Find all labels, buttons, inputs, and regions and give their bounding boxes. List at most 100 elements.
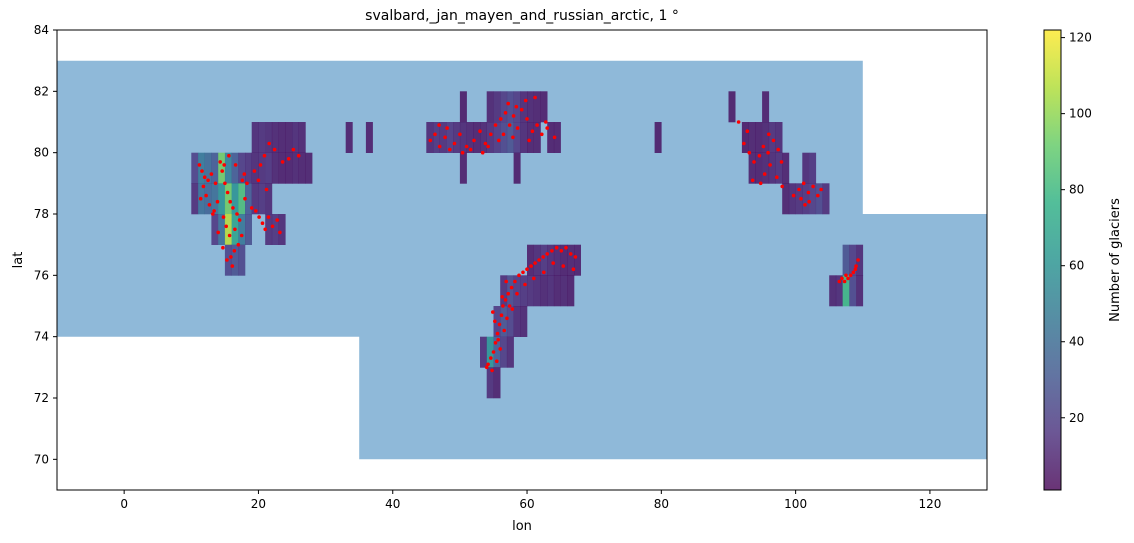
glacier-point bbox=[489, 356, 493, 360]
heatmap-cell bbox=[466, 122, 474, 153]
x-tick-label: 120 bbox=[918, 497, 941, 511]
glacier-point bbox=[489, 132, 493, 137]
glacier-point bbox=[215, 199, 220, 204]
glacier-point bbox=[211, 212, 215, 216]
glacier-point bbox=[428, 138, 433, 143]
glacier-point bbox=[272, 147, 277, 152]
glacier-point bbox=[497, 138, 501, 143]
y-tick-label: 78 bbox=[34, 207, 49, 221]
glacier-point bbox=[762, 172, 767, 176]
glacier-point bbox=[559, 249, 564, 253]
glacier-point bbox=[483, 141, 488, 146]
heatmap-cell bbox=[802, 183, 810, 215]
glacier-point bbox=[242, 172, 247, 176]
glacier-point bbox=[515, 291, 519, 296]
glacier-point bbox=[791, 193, 796, 198]
glacier-point bbox=[853, 267, 858, 272]
glacier-point bbox=[275, 218, 280, 222]
heatmap-cell bbox=[822, 183, 830, 215]
heatmap-cell bbox=[741, 122, 749, 153]
glacier-point bbox=[493, 123, 498, 127]
glacier-point bbox=[448, 147, 452, 152]
heatmap-cell bbox=[809, 183, 817, 215]
heatmap-cell bbox=[547, 244, 555, 276]
heatmap-cell bbox=[762, 122, 770, 153]
heatmap-cell bbox=[513, 152, 521, 184]
glacier-point bbox=[437, 144, 442, 149]
heatmap-cell bbox=[365, 122, 373, 153]
glacier-point bbox=[201, 184, 206, 189]
glacier-point bbox=[533, 261, 537, 265]
glacier-point bbox=[544, 120, 548, 124]
glacier-point bbox=[856, 258, 860, 262]
heatmap-cell bbox=[486, 336, 494, 368]
heatmap-cell bbox=[191, 183, 199, 215]
y-axis-label: lat bbox=[11, 252, 26, 269]
glacier-point bbox=[561, 264, 566, 268]
glacier-point bbox=[551, 261, 555, 265]
glacier-point bbox=[491, 310, 495, 314]
colorbar-frame bbox=[1043, 29, 1062, 491]
glacier-point bbox=[493, 341, 498, 345]
glacier-point bbox=[523, 98, 528, 103]
glacier-point bbox=[530, 129, 535, 133]
heatmap-cell bbox=[285, 122, 293, 153]
glacier-point bbox=[198, 196, 203, 201]
heatmap-cell bbox=[513, 122, 521, 153]
glacier-point bbox=[761, 144, 766, 149]
glacier-point bbox=[819, 187, 823, 192]
colorbar-tick-label: 120 bbox=[1069, 31, 1092, 45]
glacier-point bbox=[296, 153, 301, 158]
heatmap-cell bbox=[553, 275, 561, 307]
glacier-point bbox=[227, 233, 232, 238]
heatmap-cell bbox=[224, 183, 232, 215]
glacier-point bbox=[511, 114, 516, 118]
glacier-point bbox=[797, 187, 801, 192]
heatmap-cell bbox=[231, 152, 239, 184]
heatmap-cell bbox=[815, 183, 823, 215]
heatmap-cell bbox=[520, 306, 528, 337]
glacier-point bbox=[209, 172, 214, 176]
glacier-point bbox=[458, 132, 462, 137]
heatmap-cell bbox=[292, 152, 299, 184]
x-tick-label: 40 bbox=[385, 497, 400, 511]
heatmap-cell bbox=[426, 122, 434, 153]
heatmap-cell bbox=[768, 152, 776, 184]
heatmap-cell bbox=[506, 122, 514, 153]
heatmap-cell bbox=[480, 122, 487, 153]
glacier-point bbox=[224, 224, 228, 229]
heatmap-cell bbox=[238, 152, 246, 184]
heatmap-cell bbox=[533, 122, 541, 153]
glacier-point bbox=[262, 153, 267, 158]
heatmap-cell bbox=[762, 152, 770, 184]
heatmap-cell bbox=[849, 244, 857, 276]
glacier-point bbox=[806, 190, 811, 195]
glacier-point bbox=[267, 141, 272, 146]
glacier-point bbox=[799, 196, 803, 201]
glacier-point bbox=[443, 135, 447, 140]
heatmap-cell bbox=[265, 183, 273, 215]
heatmap-cell bbox=[533, 91, 541, 123]
glacier-point bbox=[235, 212, 239, 216]
colorbar-tick-label: 60 bbox=[1069, 259, 1084, 273]
heatmap-cell bbox=[493, 122, 501, 153]
heatmap-cell bbox=[204, 152, 212, 184]
heatmap-cell bbox=[567, 275, 575, 307]
glacier-point bbox=[779, 160, 784, 164]
glacier-point bbox=[486, 362, 490, 367]
glacier-point bbox=[486, 144, 490, 149]
heatmap-cell bbox=[298, 152, 306, 184]
heatmap-cell bbox=[842, 244, 850, 276]
colorbar-gradient bbox=[1044, 30, 1061, 490]
glacier-point bbox=[280, 160, 285, 164]
glacier-point bbox=[758, 181, 763, 186]
heatmap-cell bbox=[849, 275, 857, 307]
glacier-point bbox=[472, 138, 476, 143]
heatmap-cell bbox=[218, 183, 226, 215]
heatmap-cell bbox=[500, 275, 508, 307]
glacier-point bbox=[270, 224, 275, 229]
glacier-point bbox=[501, 304, 505, 308]
plot-area bbox=[57, 60, 987, 460]
glacier-point bbox=[243, 196, 247, 201]
heatmap-cell bbox=[654, 122, 662, 153]
